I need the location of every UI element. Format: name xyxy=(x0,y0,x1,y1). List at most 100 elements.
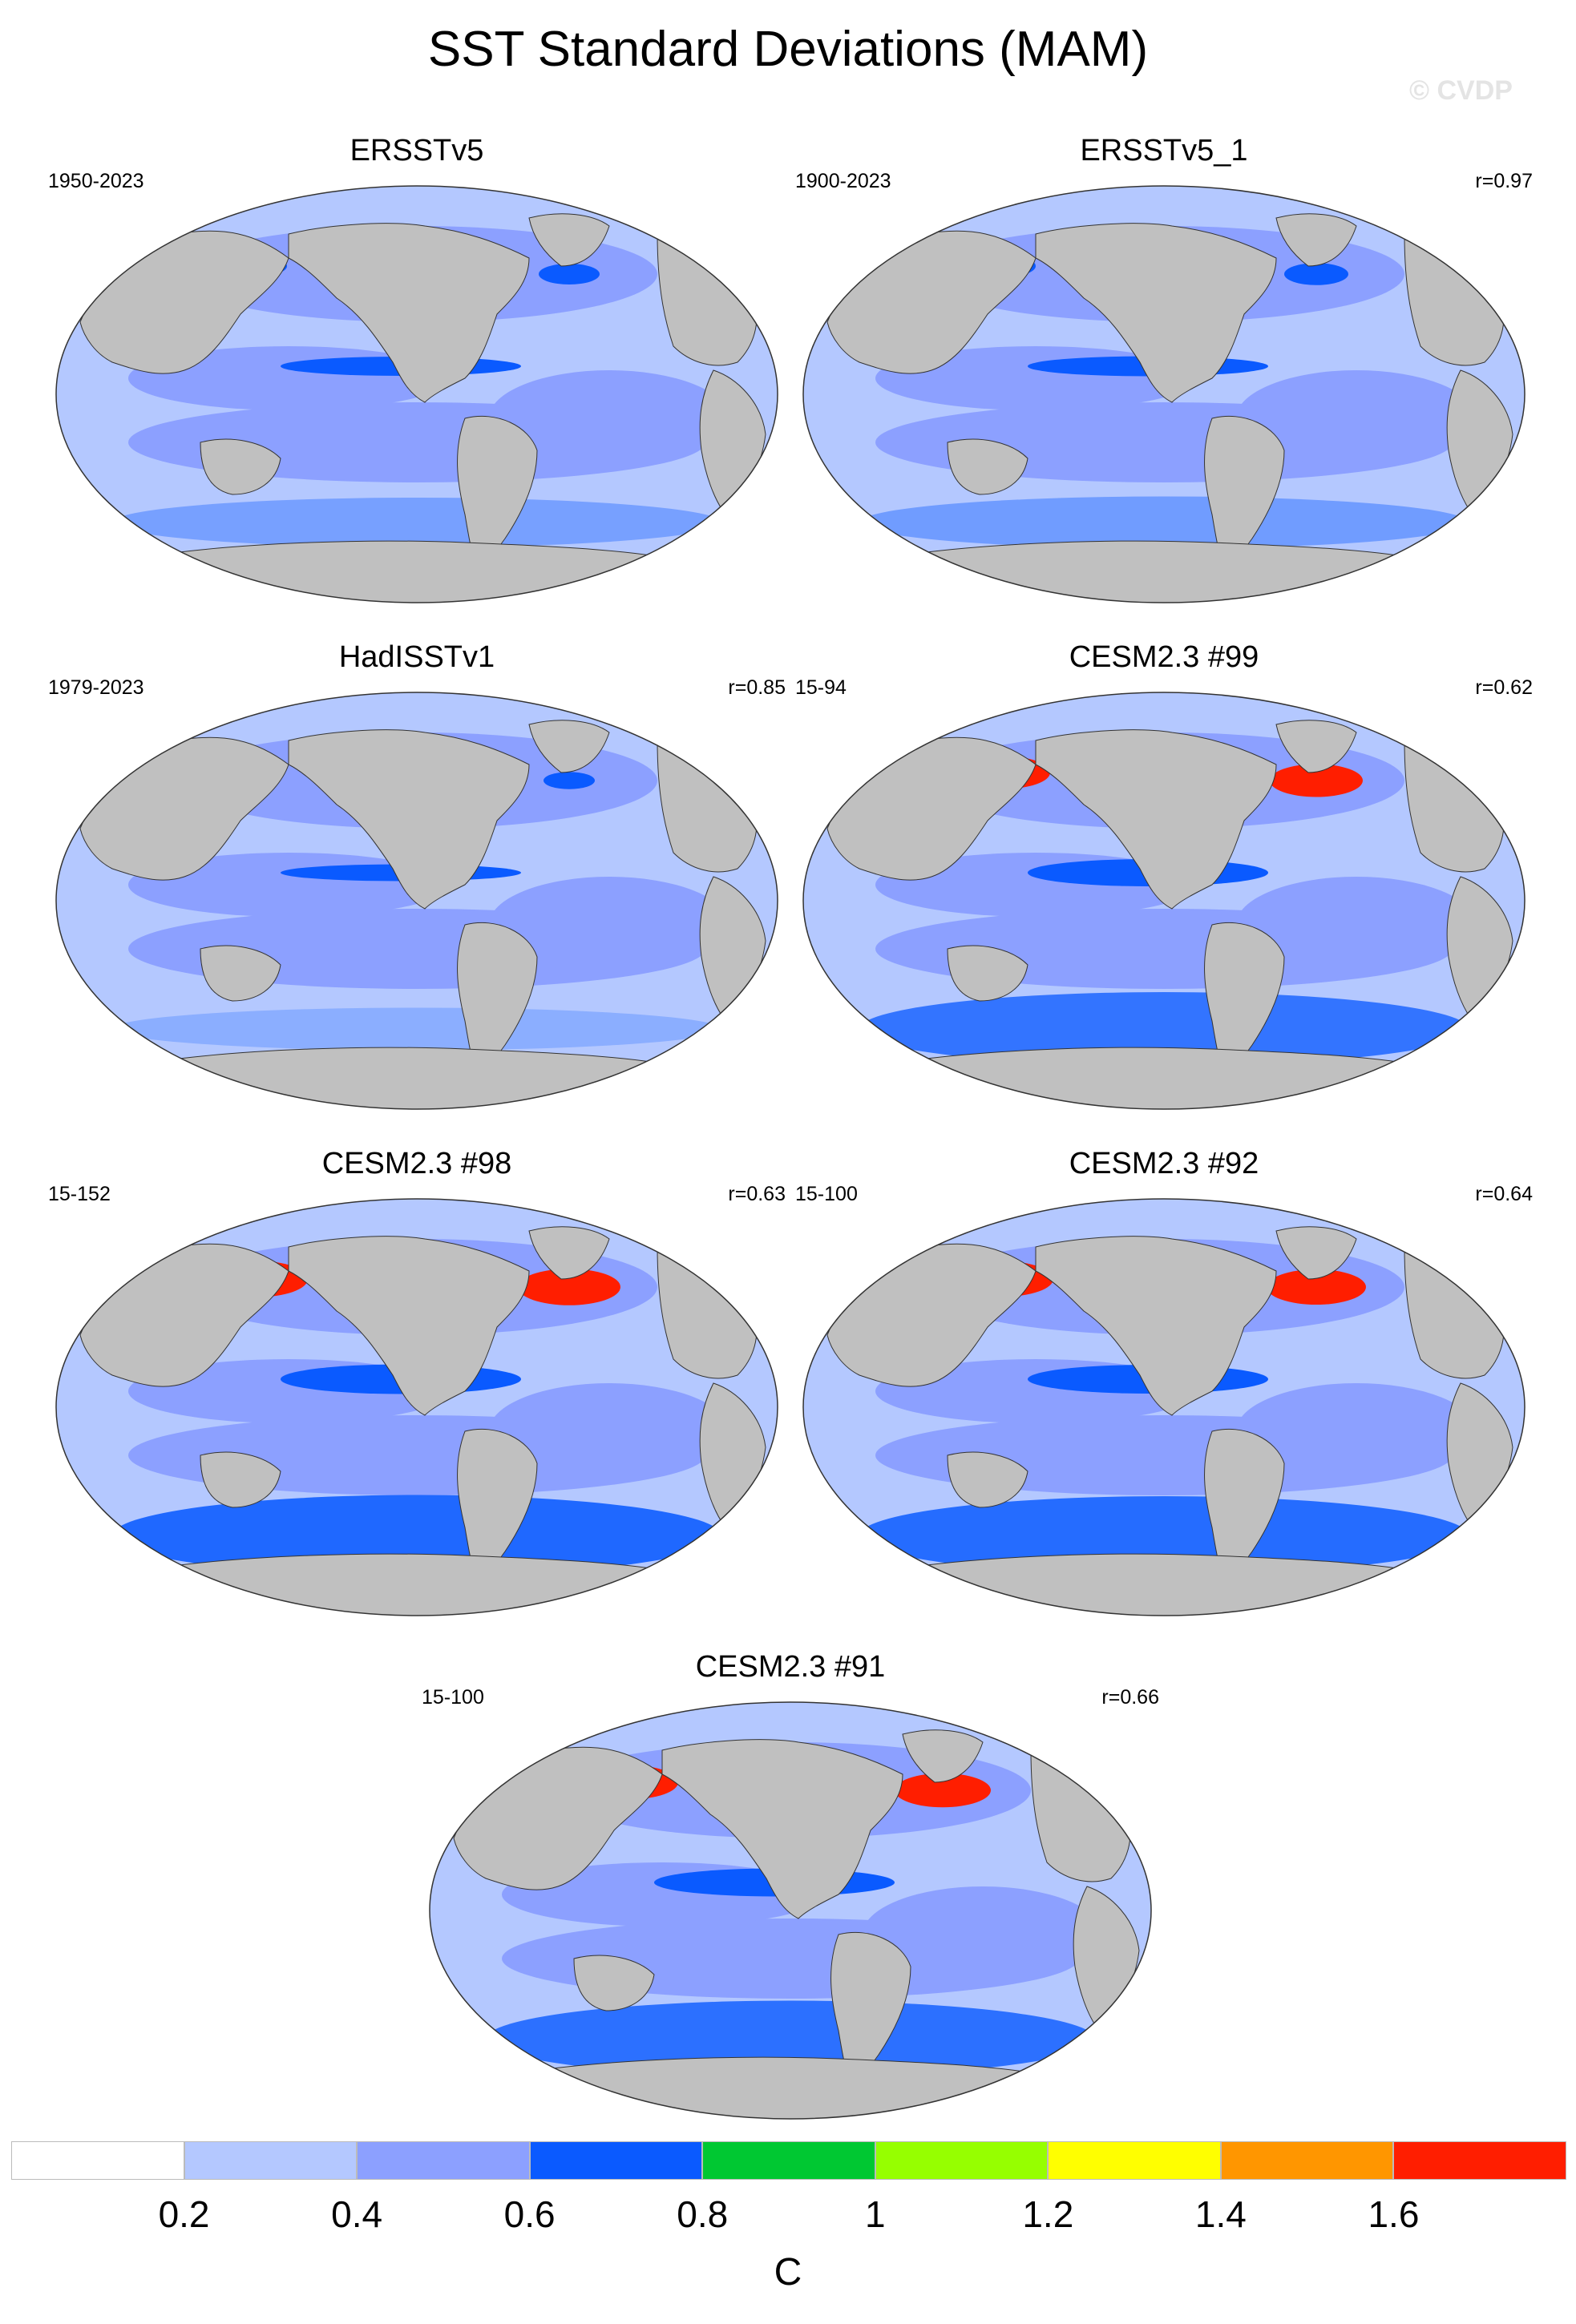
colorbar-tick-label: 1 xyxy=(864,2193,886,2235)
land-mass xyxy=(1035,729,1277,910)
land-mass xyxy=(200,945,281,1002)
panel-correlation: r=0.97 xyxy=(1475,170,1533,192)
colorbar-swatch xyxy=(1048,2141,1221,2180)
land-mass xyxy=(573,1955,655,2011)
colorbar xyxy=(11,2141,1566,2180)
figure-title: SST Standard Deviations (MAM) xyxy=(427,22,1149,77)
world-map xyxy=(55,692,778,1110)
colorbar-tick-label: 0.6 xyxy=(503,2193,556,2235)
panel-correlation: r=0.85 xyxy=(728,676,786,699)
panel-title: ERSSTv5 xyxy=(350,134,484,167)
land-mass xyxy=(1275,1226,1357,1280)
world-map xyxy=(802,692,1525,1110)
panel-period: 15-94 xyxy=(795,676,847,699)
land-mass xyxy=(528,720,610,773)
land-mass xyxy=(1275,213,1357,267)
land-mass xyxy=(1275,720,1357,773)
panel-correlation: r=0.62 xyxy=(1475,676,1533,699)
colorbar-tick-label: 1.2 xyxy=(1022,2193,1074,2235)
world-map xyxy=(55,185,778,603)
panel-title: CESM2.3 #99 xyxy=(1069,640,1259,674)
southern-ocean-band xyxy=(859,496,1469,549)
map-panel: HadISSTv1 1979-2023 r=0.85 xyxy=(48,640,786,1112)
panel-period: 1900-2023 xyxy=(795,170,891,192)
map-outline xyxy=(55,185,778,603)
panel-period: 1979-2023 xyxy=(48,676,144,699)
panel-period: 15-152 xyxy=(48,1183,111,1205)
land-mass xyxy=(288,729,530,910)
boundary-current-hotspot xyxy=(1284,263,1348,285)
colorbar-swatch xyxy=(702,2141,875,2180)
land-mass xyxy=(200,438,281,495)
colorbar-swatch xyxy=(184,2141,358,2180)
boundary-current-hotspot xyxy=(539,264,600,284)
land-mass xyxy=(1035,1236,1277,1416)
map-outline xyxy=(55,692,778,1110)
map-outline xyxy=(55,1198,778,1616)
sst-contour-band xyxy=(1236,877,1477,973)
sst-contour-band xyxy=(489,877,729,973)
southern-ocean-band xyxy=(859,1496,1469,1575)
land-mass xyxy=(947,945,1028,1002)
map-panel: ERSSTv5 1950-2023 xyxy=(48,133,786,606)
sst-contour-band xyxy=(1236,1383,1477,1479)
colorbar-swatch xyxy=(1220,2141,1394,2180)
colorbar-tick-label: 1.4 xyxy=(1194,2193,1247,2235)
land-mass xyxy=(528,1226,610,1280)
panel-title: HadISSTv1 xyxy=(338,640,495,674)
world-map xyxy=(429,1701,1152,2120)
boundary-current-hotspot xyxy=(895,1773,991,1808)
map-panel: CESM2.3 #98 15-152 r=0.63 xyxy=(48,1146,786,1619)
panel-title: CESM2.3 #98 xyxy=(321,1147,512,1180)
land-mass xyxy=(200,1451,281,1508)
land-mass xyxy=(947,438,1028,495)
map-outline xyxy=(802,692,1525,1110)
land-mass xyxy=(661,1739,903,1919)
land-mass xyxy=(288,223,530,403)
colorbar-swatch xyxy=(1393,2141,1566,2180)
sst-contour-band xyxy=(1236,370,1477,466)
colorbar-swatch xyxy=(11,2141,184,2180)
boundary-current-hotspot xyxy=(518,1269,620,1305)
sst-contour-band xyxy=(489,370,729,466)
boundary-current-hotspot xyxy=(1270,764,1363,797)
boundary-current-hotspot xyxy=(1267,1269,1366,1305)
southern-ocean-band xyxy=(112,498,721,547)
panel-period: 15-100 xyxy=(422,1686,484,1709)
sst-contour-band xyxy=(489,1383,729,1479)
colorbar-tick-label: 0.4 xyxy=(331,2193,383,2235)
panel-title: ERSSTv5_1 xyxy=(1080,134,1248,167)
map-outline xyxy=(802,185,1525,603)
colorbar-unit: C xyxy=(774,2251,802,2294)
world-map xyxy=(802,1198,1525,1616)
colorbar-swatch xyxy=(357,2141,530,2180)
land-mass xyxy=(947,1451,1028,1508)
world-map xyxy=(802,185,1525,603)
map-outline xyxy=(802,1198,1525,1616)
watermark: © CVDP xyxy=(1409,75,1513,106)
land-mass xyxy=(528,213,610,267)
map-panel: CESM2.3 #99 15-94 r=0.62 xyxy=(795,640,1533,1112)
southern-ocean-band xyxy=(859,992,1469,1066)
panel-period: 1950-2023 xyxy=(48,170,144,192)
southern-ocean-band xyxy=(486,2000,1095,2077)
panel-period: 15-100 xyxy=(795,1183,858,1205)
panel-title: CESM2.3 #92 xyxy=(1069,1147,1259,1180)
land-mass xyxy=(902,1729,984,1783)
land-mass xyxy=(1035,223,1277,403)
southern-ocean-band xyxy=(112,1495,721,1576)
sst-contour-band xyxy=(863,1886,1103,1983)
map-panel: CESM2.3 #92 15-100 r=0.64 xyxy=(795,1146,1533,1619)
panel-correlation: r=0.66 xyxy=(1101,1686,1159,1709)
map-panel: ERSSTv5_1 1900-2023 r=0.97 xyxy=(795,133,1533,606)
panel-correlation: r=0.64 xyxy=(1475,1183,1533,1205)
colorbar-swatch xyxy=(875,2141,1049,2180)
panel-correlation: r=0.63 xyxy=(728,1183,786,1205)
boundary-current-hotspot xyxy=(544,772,595,789)
land-mass xyxy=(288,1236,530,1416)
map-outline xyxy=(429,1701,1152,2120)
world-map xyxy=(55,1198,778,1616)
map-panel: CESM2.3 #91 15-100 r=0.66 xyxy=(422,1649,1159,2122)
colorbar-tick-label: 0.8 xyxy=(677,2193,729,2235)
southern-ocean-band xyxy=(112,1007,721,1051)
